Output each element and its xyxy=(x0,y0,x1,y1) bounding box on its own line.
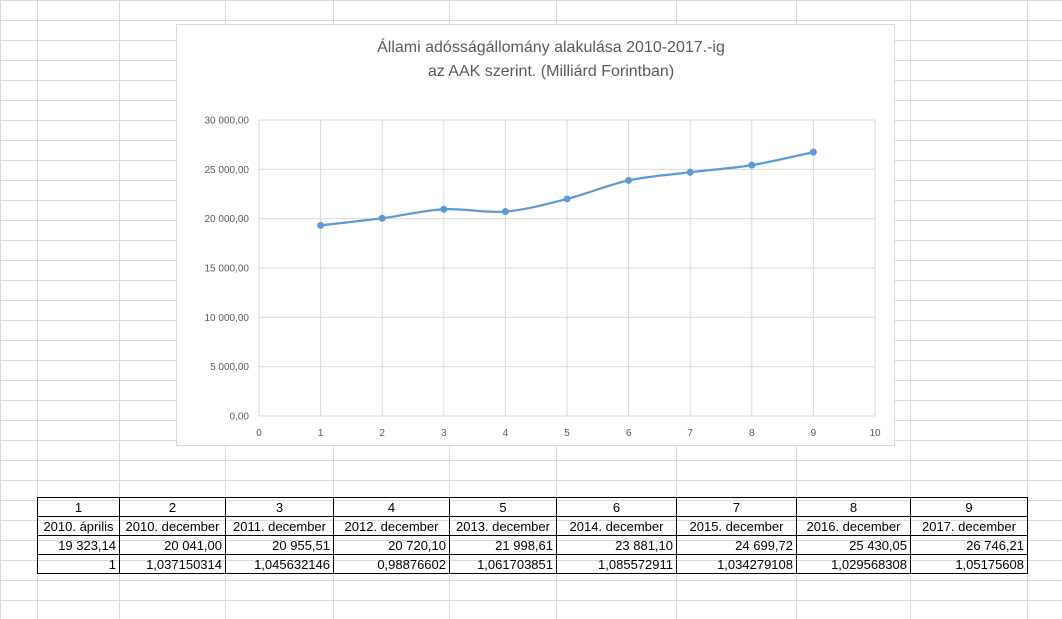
table-cell[interactable]: 2 xyxy=(119,497,226,517)
table-cell[interactable]: 21 998,61 xyxy=(449,535,557,555)
data-point[interactable] xyxy=(625,176,633,184)
table-cell[interactable]: 4 xyxy=(333,497,450,517)
table-cell[interactable]: 1,029568308 xyxy=(796,554,911,574)
data-point[interactable] xyxy=(378,214,386,222)
table-cell[interactable]: 1,061703851 xyxy=(449,554,557,574)
x-tick-label: 2 xyxy=(379,428,385,439)
x-tick-label: 1 xyxy=(318,428,324,439)
table-cell[interactable]: 2017. december xyxy=(910,516,1028,536)
data-point[interactable] xyxy=(440,205,448,213)
data-point[interactable] xyxy=(317,221,325,229)
table-cell[interactable]: 1,037150314 xyxy=(119,554,226,574)
x-tick-label: 10 xyxy=(869,428,881,439)
table-cell[interactable]: 1 xyxy=(37,497,120,517)
data-point[interactable] xyxy=(809,148,817,156)
table-cell[interactable]: 2010. december xyxy=(119,516,226,536)
table-cell[interactable]: 1,05175608 xyxy=(910,554,1028,574)
table-cell[interactable]: 7 xyxy=(676,497,797,517)
x-tick-label: 6 xyxy=(626,428,632,439)
x-tick-label: 0 xyxy=(256,428,262,439)
y-tick-label: 20 000,00 xyxy=(205,214,250,225)
x-tick-label: 3 xyxy=(441,428,447,439)
table-cell[interactable]: 20 041,00 xyxy=(119,535,226,555)
table-cell[interactable]: 2013. december xyxy=(449,516,557,536)
table-cell[interactable]: 1,034279108 xyxy=(676,554,797,574)
table-row-period: 2010. április 2010. december 2011. decembe… xyxy=(37,516,1028,536)
table-cell[interactable]: 8 xyxy=(796,497,911,517)
data-point[interactable] xyxy=(501,208,509,216)
table-cell[interactable]: 19 323,14 xyxy=(37,535,120,555)
table-cell[interactable]: 2014. december xyxy=(556,516,677,536)
data-point[interactable] xyxy=(563,195,571,203)
table-cell[interactable]: 2015. december xyxy=(676,516,797,536)
line-chart-svg: Állami adósságállomány alakulása 2010-20… xyxy=(205,37,881,439)
table-cell[interactable]: 2016. december xyxy=(796,516,911,536)
table-cell[interactable]: 2011. december xyxy=(225,516,334,536)
y-tick-label: 15 000,00 xyxy=(205,264,250,275)
table-cell[interactable]: 3 xyxy=(225,497,334,517)
y-tick-label: 0,00 xyxy=(230,412,250,423)
table-cell[interactable]: 25 430,05 xyxy=(796,535,911,555)
table-row-value: 19 323,14 20 041,00 20 955,51 20 720,10 21 9… xyxy=(37,535,1028,555)
x-tick-label: 4 xyxy=(503,428,509,439)
table-cell[interactable]: 20 955,51 xyxy=(225,535,334,555)
table-cell[interactable]: 5 xyxy=(449,497,557,517)
y-tick-label: 30 000,00 xyxy=(205,116,250,127)
data-point[interactable] xyxy=(686,168,694,176)
chart-title-line-1: Állami adósságállomány alakulása 2010-20… xyxy=(377,37,725,56)
table-cell[interactable]: 2012. december xyxy=(333,516,450,536)
y-tick-label: 5 000,00 xyxy=(210,362,249,373)
table-cell[interactable]: 6 xyxy=(556,497,677,517)
table-cell[interactable]: 1,045632146 xyxy=(225,554,334,574)
table-row-ratio: 1 1,037150314 1,045632146 0,98876602 1,06170… xyxy=(37,554,1028,574)
y-tick-label: 25 000,00 xyxy=(205,165,250,176)
y-tick-label: 10 000,00 xyxy=(205,313,250,324)
table-cell[interactable]: 23 881,10 xyxy=(556,535,677,555)
table-cell[interactable]: 0,98876602 xyxy=(333,554,450,574)
table-cell[interactable]: 9 xyxy=(910,497,1028,517)
chart-title-line-2: az AAK szerint. (Milliárd Forintban) xyxy=(428,63,674,80)
table-cell[interactable]: 1,085572911 xyxy=(556,554,677,574)
x-tick-label: 8 xyxy=(749,428,755,439)
table-cell[interactable]: 24 699,72 xyxy=(676,535,797,555)
table-cell[interactable]: 26 746,21 xyxy=(910,535,1028,555)
x-tick-label: 9 xyxy=(811,428,817,439)
table-cell[interactable]: 2010. április xyxy=(37,516,120,536)
x-tick-label: 5 xyxy=(564,428,570,439)
data-point[interactable] xyxy=(748,161,756,169)
x-tick-label: 7 xyxy=(687,428,693,439)
chart[interactable]: Állami adósságállomány alakulása 2010-20… xyxy=(176,24,895,446)
table-cell[interactable]: 20 720,10 xyxy=(333,535,450,555)
table-cell[interactable]: 1 xyxy=(37,554,120,574)
